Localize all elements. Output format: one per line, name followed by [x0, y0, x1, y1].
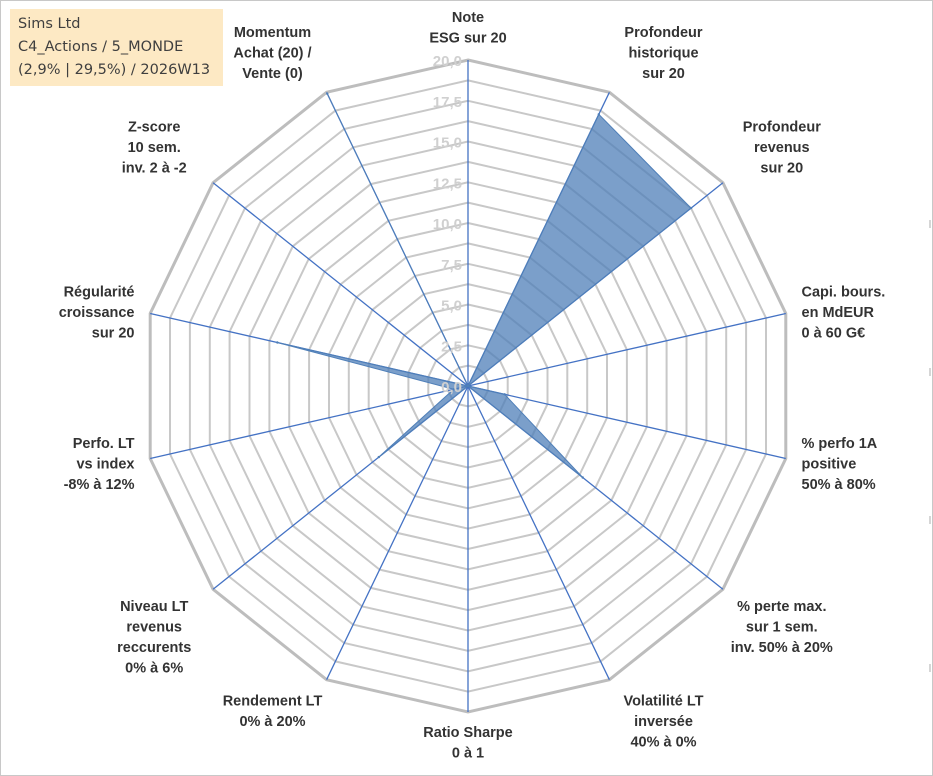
radial-tick-labels: 0,0 2,5 5,0 7,5 10,0 12,5 15,0 17,5 20,0 [433, 53, 462, 396]
edge-mark [929, 516, 931, 524]
axis-spoke [467, 385, 610, 680]
axis-label-line: ESG sur 20 [429, 31, 506, 47]
tick-label: 0,0 [441, 379, 462, 396]
axis-label-line: Achat (20) / [233, 46, 311, 62]
axis-label-line: Perfo. LT [73, 436, 135, 452]
axis-label-line: Profondeur [743, 120, 821, 136]
axis-label: Z-score 10 sem. inv. 2 à -2 [122, 120, 187, 177]
axis-label: Momentum Achat (20) / Vente (0) [233, 25, 311, 82]
axis-label-line: Capi. bours. [802, 285, 886, 301]
axis-label-line: sur 20 [92, 326, 135, 342]
axis-label-line: Profondeur [624, 25, 702, 41]
tick-label: 10,0 [433, 216, 462, 233]
axis-label-line: Z-score [128, 120, 180, 136]
data-point [597, 113, 600, 116]
axis-label-line: -8% à 12% [64, 477, 135, 493]
axis-label-line: Volatilité LT [623, 693, 703, 709]
axis-label-line: 40% à 0% [630, 734, 696, 750]
axis-label-line: inversée [634, 714, 693, 730]
axis-label: % perfo 1A positive 50% à 80% [802, 436, 878, 493]
tick-label: 15,0 [433, 135, 462, 152]
axis-spoke [326, 385, 469, 680]
axis-label: Régularité croissance sur 20 [59, 285, 135, 342]
axis-label: Note ESG sur 20 [429, 10, 506, 47]
axis-label-line: 0% à 20% [239, 714, 305, 730]
tick-label: 12,5 [433, 175, 462, 192]
axis-label-line: revenus [754, 140, 810, 156]
axis-label-line: positive [802, 456, 857, 472]
company-name: Sims Ltd [18, 16, 81, 32]
series [276, 92, 693, 479]
axis-label-line: reccurents [117, 640, 191, 656]
axis-label: Capi. bours. en MdEUR 0 à 60 G€ [802, 285, 886, 342]
axis-label-line: croissance [59, 305, 135, 321]
data-point [326, 92, 329, 96]
data-point [581, 476, 584, 479]
axis-label-line: Rendement LT [223, 693, 323, 709]
axis-label-line: 0% à 6% [125, 661, 183, 677]
axis-spoke [212, 182, 469, 387]
axis-spoke [467, 312, 786, 387]
axis-label-line: inv. 50% à 20% [731, 640, 833, 656]
tick-label: 20,0 [433, 53, 462, 70]
tick-label: 2,5 [441, 338, 462, 355]
edge-mark [929, 368, 931, 376]
data-point [689, 206, 693, 210]
axis-label-line: sur 20 [642, 66, 685, 82]
axis-label-line: revenus [126, 620, 182, 636]
axis-label: Profondeur historique sur 20 [624, 25, 702, 82]
info-box: Sims Ltd C4_Actions / 5_MONDE (2,9% | 29… [10, 9, 223, 86]
category-labels: Note ESG sur 20 Profondeur historique sur 20… [59, 10, 886, 762]
axis-label-line: 0 à 1 [452, 746, 484, 762]
axis-label-line: sur 20 [760, 161, 803, 177]
axis-label: Ratio Sharpe 0 à 1 [423, 725, 512, 762]
axis-label-line: en MdEUR [802, 305, 875, 321]
axis-spoke [150, 385, 469, 460]
axis-label: Niveau LT revenus reccurents 0% à 6% [117, 599, 191, 677]
axis-label: Rendement LT 0% à 20% [223, 693, 323, 730]
axis-label-line: inv. 2 à -2 [122, 161, 187, 177]
axis-spoke [467, 385, 786, 460]
axis-label-line: 10 sem. [128, 140, 181, 156]
axis-label: % perte max. sur 1 sem. inv. 50% à 20% [731, 599, 833, 656]
axis-label: Volatilité LT inversée 40% à 0% [623, 693, 703, 750]
axis-label-line: historique [628, 46, 698, 62]
axis-label: Profondeur revenus sur 20 [743, 120, 821, 177]
data-point [276, 341, 279, 344]
axis-label-line: Vente (0) [242, 66, 303, 82]
tick-label: 7,5 [441, 257, 462, 274]
data-point [377, 455, 380, 459]
axis-label-line: sur 1 sem. [746, 620, 818, 636]
axis-label-line: % perte max. [737, 599, 826, 615]
axis-label-line: Momentum [234, 25, 311, 41]
data-point [452, 388, 455, 391]
data-point [503, 393, 506, 396]
axis-label-line: 0 à 60 G€ [802, 326, 866, 342]
axis-label-line: Niveau LT [120, 599, 188, 615]
axis-label-line: 50% à 80% [802, 477, 876, 493]
axis-label-line: Note [452, 10, 484, 26]
axis-label-line: vs index [76, 456, 134, 472]
axis-label-line: Ratio Sharpe [423, 725, 512, 741]
data-point [466, 384, 470, 388]
axis-label: Perfo. LT vs index -8% à 12% [64, 436, 135, 493]
tick-label: 17,5 [433, 94, 462, 111]
tick-label: 5,0 [441, 298, 462, 315]
axis-label-line: Régularité [64, 285, 135, 301]
portfolio-path: C4_Actions / 5_MONDE [18, 39, 184, 55]
edge-mark [929, 220, 931, 228]
axis-label-line: % perfo 1A [802, 436, 878, 452]
edge-mark [929, 664, 931, 672]
period-info: (2,9% | 29,5%) / 2026W13 [18, 62, 211, 78]
